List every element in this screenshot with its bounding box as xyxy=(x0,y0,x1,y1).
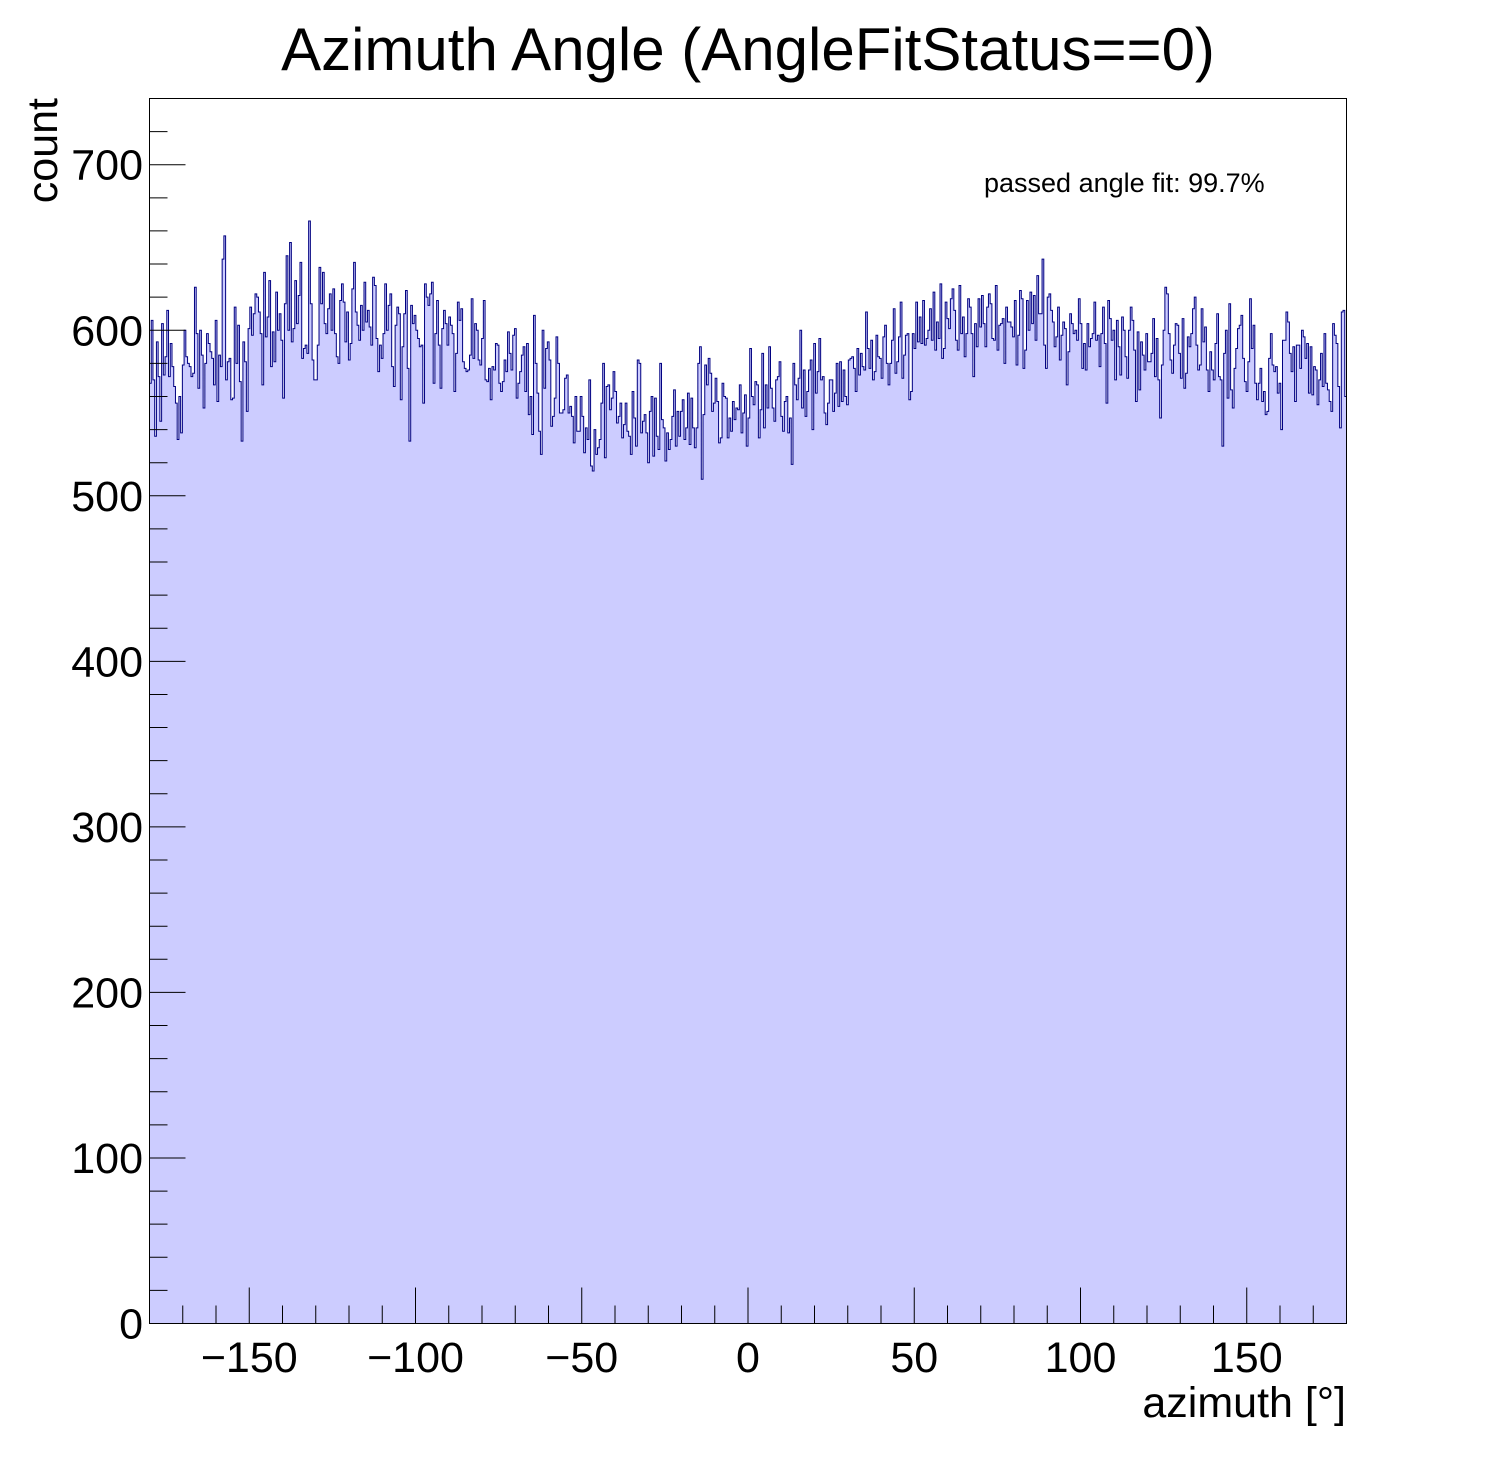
y-tick-label: 200 xyxy=(71,969,143,1017)
x-tick-label: 0 xyxy=(736,1334,760,1382)
histogram-line xyxy=(149,220,1347,480)
y-tick-label: 0 xyxy=(119,1301,143,1349)
x-tick-label: −100 xyxy=(367,1334,464,1382)
histogram-outline xyxy=(149,220,1347,480)
y-tick-label: 400 xyxy=(71,638,143,686)
y-tick-label: 300 xyxy=(71,804,143,852)
y-tick-label: 100 xyxy=(71,1135,143,1183)
y-axis-tick-labels: 0 100 200 300 400 500 600 700 xyxy=(71,142,143,1349)
x-tick-label: 100 xyxy=(1045,1334,1117,1382)
x-tick-label: −50 xyxy=(545,1334,618,1382)
x-tick-label: 50 xyxy=(890,1334,938,1382)
y-axis-title: count xyxy=(19,98,67,203)
histogram-area xyxy=(149,221,1347,1324)
histogram-fill xyxy=(149,221,1347,1324)
x-axis-tick-labels: −150 −100 −50 0 50 100 150 xyxy=(201,1334,1283,1382)
chart-title: Azimuth Angle (AngleFitStatus==0) xyxy=(281,16,1215,83)
y-tick-label: 700 xyxy=(71,142,143,190)
x-tick-label: 150 xyxy=(1211,1334,1283,1382)
y-axis-ticks xyxy=(149,98,186,1324)
x-tick-label: −150 xyxy=(201,1334,298,1382)
y-tick-label: 500 xyxy=(71,473,143,521)
x-axis-title: azimuth [°] xyxy=(1142,1379,1346,1427)
x-axis-ticks xyxy=(149,1287,1347,1324)
y-tick-label: 600 xyxy=(71,307,143,355)
passed-angle-fit-annotation: passed angle fit: 99.7% xyxy=(984,168,1265,198)
